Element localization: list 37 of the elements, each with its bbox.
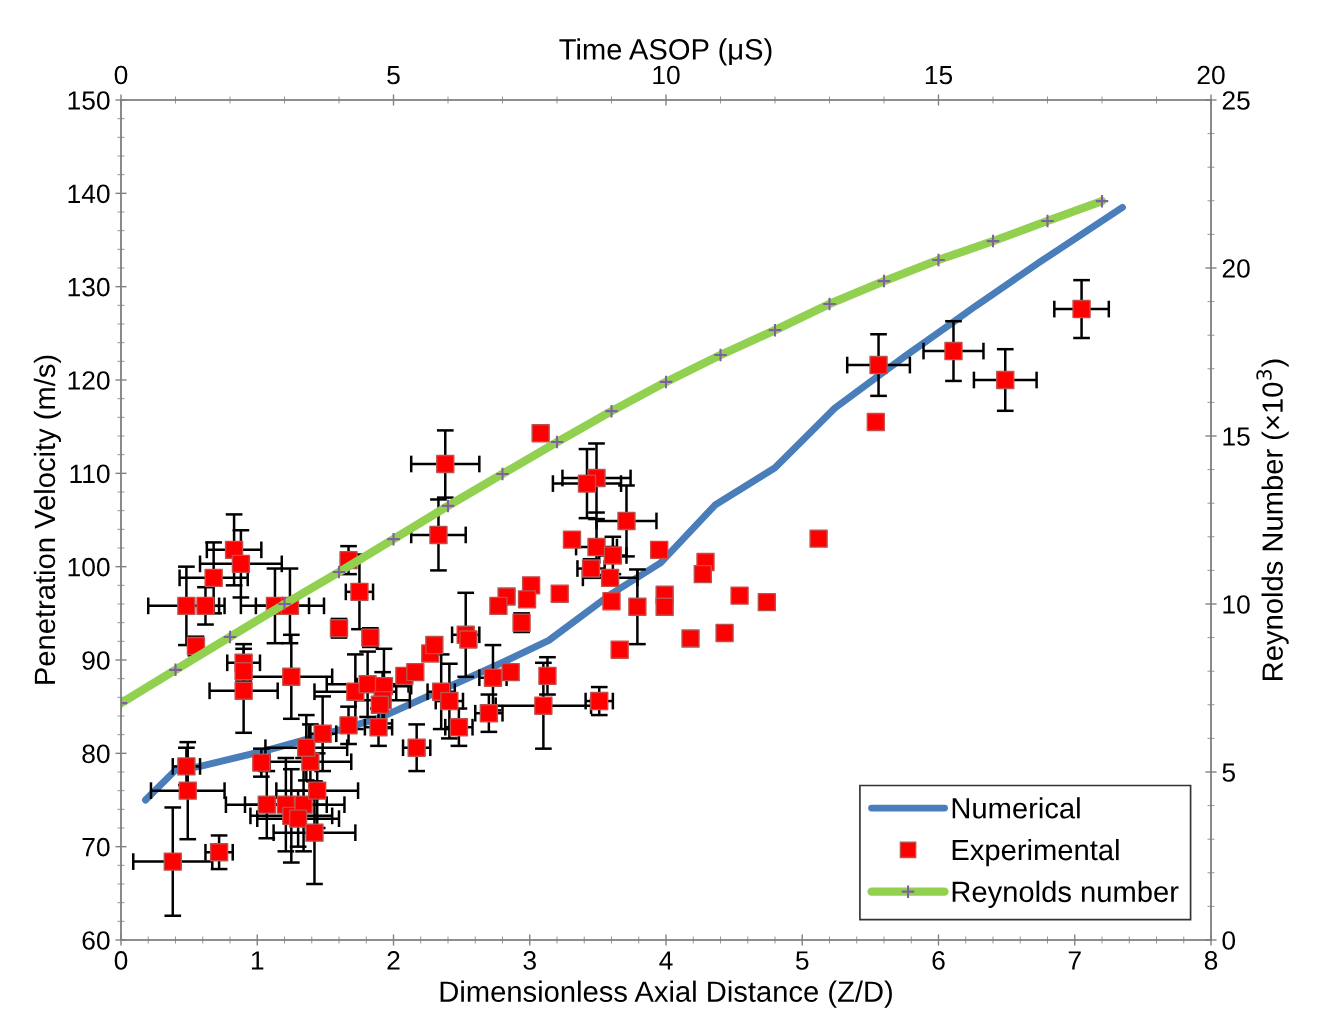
x2-tick-label: 20	[1197, 65, 1225, 85]
y-tick-label: 130	[68, 277, 110, 297]
x2-tick-label: 10	[653, 65, 680, 85]
y2-tick-label: 20	[1222, 259, 1250, 278]
x-axis-title: Dimensionless Axial Distance (Z/D)	[440, 980, 892, 1008]
y-tick-label: 110	[70, 464, 110, 484]
y-tick-label: 150	[68, 91, 110, 110]
y-tick-label: 70	[82, 837, 110, 857]
x-tick-label: 8	[1204, 951, 1218, 970]
y2-tick-label: 0	[1222, 931, 1236, 950]
y2-tick-label: 15	[1223, 427, 1250, 446]
x-tick-label: 6	[932, 951, 945, 970]
legend-label: Experimental	[952, 838, 1119, 867]
x2-tick-label: 15	[925, 65, 953, 85]
y2-tick-label: 5	[1222, 763, 1235, 782]
x-tick-label: 5	[795, 951, 809, 970]
y2-tick-label: 25	[1222, 91, 1250, 110]
y-tick-label: 100	[68, 557, 110, 577]
legend-label: Reynolds number	[952, 880, 1179, 908]
x-tick-label: 4	[659, 951, 673, 970]
y-tick-label: 120	[68, 371, 110, 390]
x2-tick-label: 0	[114, 65, 128, 85]
x-tick-label: 0	[114, 951, 128, 970]
x-tick-label: 1	[251, 951, 264, 970]
x2-tick-label: 5	[387, 65, 400, 85]
y-tick-label: 140	[68, 184, 110, 204]
y-tick-label: 60	[82, 931, 110, 950]
y-tick-label: 80	[82, 744, 110, 764]
x-tick-label: 7	[1068, 951, 1081, 970]
x-tick-label: 2	[387, 951, 400, 970]
x2-axis-title: Time ASOP (μS)	[559, 38, 772, 66]
y2-tick-label: 10	[1223, 595, 1250, 614]
legend-label: Numerical	[952, 797, 1080, 819]
y-axis-title: Penetration Velocity (m/s)	[33, 355, 61, 684]
y2-axis-title: Reynolds Number (×10$^{3}$)	[1256, 359, 1289, 680]
x-tick-label: 3	[523, 951, 536, 970]
y-tick-label: 90	[82, 651, 110, 670]
